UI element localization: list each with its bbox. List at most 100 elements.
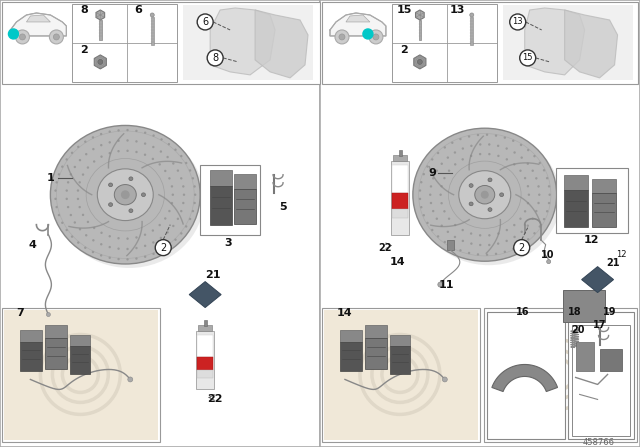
Polygon shape [346,15,370,22]
Circle shape [168,177,171,180]
Circle shape [495,134,497,137]
Circle shape [53,34,60,40]
Circle shape [447,156,449,159]
Circle shape [479,143,481,146]
Text: 2: 2 [518,243,525,253]
Circle shape [527,224,529,227]
Circle shape [126,129,129,131]
Text: 6: 6 [134,5,142,15]
Bar [322,2,637,84]
Text: 11: 11 [439,280,454,289]
Circle shape [461,229,464,231]
Circle shape [527,202,529,204]
Bar [322,308,480,442]
Text: 2: 2 [160,243,166,253]
Polygon shape [564,10,618,78]
Circle shape [160,249,163,251]
Circle shape [189,169,191,172]
Circle shape [448,218,451,220]
Text: 13: 13 [513,17,523,26]
Ellipse shape [500,193,504,197]
Circle shape [454,163,456,166]
Circle shape [548,185,550,188]
Text: 12: 12 [616,250,627,259]
Circle shape [67,206,69,208]
Circle shape [192,177,194,180]
Circle shape [61,165,63,168]
Circle shape [506,147,508,150]
Bar [324,310,478,440]
Circle shape [172,194,174,196]
Circle shape [77,241,79,244]
Circle shape [470,233,472,235]
Circle shape [513,236,516,238]
Bar [204,319,207,326]
Text: 8: 8 [212,53,218,63]
Bar [392,193,408,209]
Circle shape [470,145,472,147]
Circle shape [58,173,60,176]
Circle shape [527,149,529,151]
Circle shape [207,50,223,66]
Bar [392,209,408,218]
Circle shape [437,152,439,154]
Ellipse shape [488,178,492,182]
Bar [390,335,410,346]
Circle shape [444,241,446,243]
Circle shape [431,229,433,231]
Circle shape [61,222,63,224]
Circle shape [58,214,60,216]
Circle shape [109,141,111,143]
Circle shape [182,185,184,188]
Circle shape [461,158,464,160]
Text: 17: 17 [593,319,606,330]
Bar [198,324,212,331]
Circle shape [419,190,421,192]
Circle shape [185,225,188,228]
Circle shape [440,224,443,227]
Text: 19: 19 [603,306,616,317]
Polygon shape [189,282,221,308]
Circle shape [444,146,446,149]
Circle shape [100,144,102,146]
Circle shape [470,242,472,245]
Text: 3: 3 [225,237,232,248]
Circle shape [533,155,536,157]
Circle shape [194,194,196,196]
Circle shape [100,155,102,158]
Circle shape [506,240,508,242]
Circle shape [531,218,534,220]
Bar [4,310,158,440]
Circle shape [172,162,175,165]
Circle shape [74,166,76,168]
Ellipse shape [129,177,133,181]
Circle shape [527,163,529,165]
Circle shape [512,140,515,142]
Circle shape [109,257,111,259]
PathPatch shape [10,13,67,36]
Circle shape [454,151,456,154]
Bar [568,311,634,439]
Bar [196,331,214,389]
Bar [447,240,454,250]
Circle shape [451,142,454,144]
Bar [99,20,102,40]
Text: 18: 18 [568,306,582,317]
Circle shape [444,177,445,179]
Circle shape [548,194,551,196]
Circle shape [519,169,522,172]
Circle shape [189,218,191,220]
Circle shape [538,202,540,204]
Circle shape [193,185,196,188]
Bar [563,289,605,322]
Bar [151,17,154,45]
Circle shape [144,245,147,247]
Circle shape [135,236,138,239]
Polygon shape [415,10,424,20]
Circle shape [180,210,182,212]
Circle shape [135,129,138,132]
Circle shape [538,194,540,196]
Bar [3,2,320,84]
Circle shape [166,156,169,158]
Circle shape [15,30,29,44]
